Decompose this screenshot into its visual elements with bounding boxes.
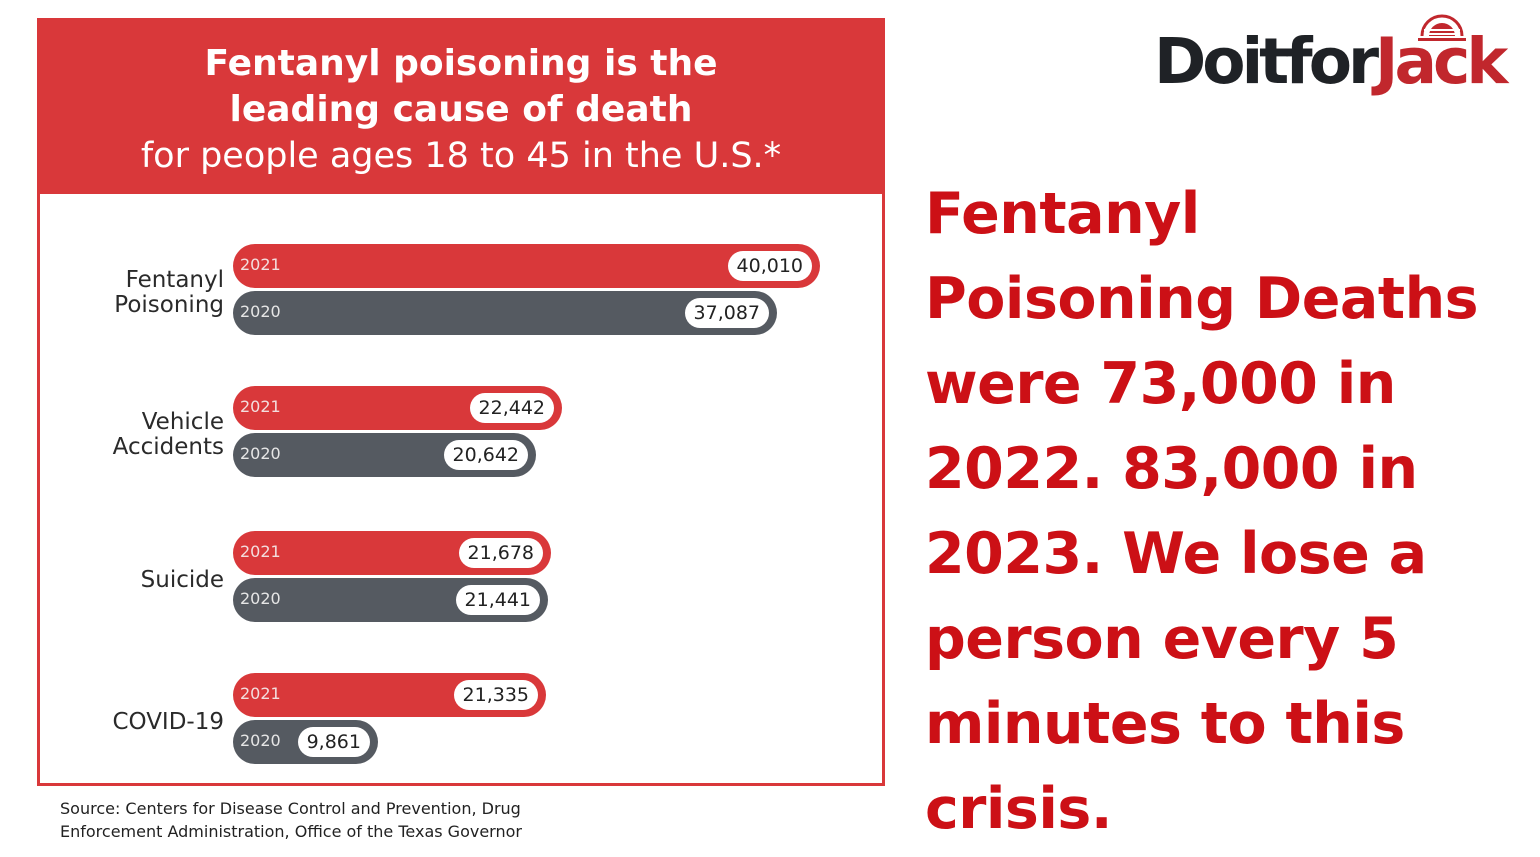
headline-text: Fentanyl Poisoning Deaths were 73,000 in… — [925, 181, 1479, 842]
bar-2021: 2021 21,335 — [233, 673, 546, 717]
bar-year-label: 2020 — [240, 302, 281, 321]
bar-year-label: 2021 — [240, 397, 281, 416]
bar-value-label: 37,087 — [684, 298, 769, 328]
bar-value-label: 21,678 — [458, 538, 543, 568]
chart-title-line1: Fentanyl poisoning is the — [204, 43, 718, 84]
bar-2020: 2020 21,441 — [233, 578, 548, 622]
category-label-line: Poisoning — [114, 292, 224, 318]
bar-year-label: 2020 — [240, 444, 281, 463]
bar-2021: 2021 22,442 — [233, 386, 562, 430]
chart-header: Fentanyl poisoning is the leading cause … — [40, 21, 882, 194]
bar-year-label: 2021 — [240, 684, 281, 703]
bar-value-label: 20,642 — [443, 440, 528, 470]
sunset-icon — [1418, 14, 1466, 41]
category-label: COVID-19 — [112, 708, 224, 735]
logo-text: DoitforJack — [1154, 25, 1508, 98]
bar-year-label: 2020 — [240, 731, 281, 750]
bar-2020: 2020 37,087 — [233, 291, 777, 335]
bar-2020: 2020 20,642 — [233, 433, 536, 477]
bar-year-label: 2021 — [240, 542, 281, 561]
doitforjack-logo: DoitforJack — [1154, 10, 1534, 100]
logo-text-doitfor: Doitfor — [1154, 25, 1379, 98]
bar-2021: 2021 40,010 — [233, 244, 820, 288]
category-label: Vehicle Accidents — [113, 410, 224, 460]
bar-year-label: 2020 — [240, 589, 281, 608]
category-label-line: Fentanyl — [125, 267, 224, 293]
bar-2021: 2021 21,678 — [233, 531, 551, 575]
category-label-line: Accidents — [112, 434, 224, 460]
category-label: Suicide — [140, 566, 224, 593]
chart-subtitle: for people ages 18 to 45 in the U.S.* — [140, 136, 782, 176]
source-line2: Enforcement Administration, Office of th… — [60, 822, 522, 841]
bar-2020: 2020 9,861 — [233, 720, 378, 764]
bar-value-label: 22,442 — [469, 393, 554, 423]
source-note: Source: Centers for Disease Control and … — [60, 797, 580, 843]
chart-title-line2: leading cause of death — [229, 89, 693, 130]
category-label-line: Suicide — [140, 566, 224, 593]
bar-value-label: 21,441 — [455, 585, 540, 615]
chart-card: Fentanyl poisoning is the leading cause … — [37, 18, 885, 786]
category-label: Fentanyl Poisoning — [114, 268, 224, 318]
source-line1: Source: Centers for Disease Control and … — [60, 799, 521, 818]
bar-value-label: 9,861 — [297, 727, 370, 757]
category-label-line: COVID-19 — [112, 708, 224, 735]
category-label-line: Vehicle — [141, 409, 224, 435]
logo-text-jack: Jack — [1375, 25, 1508, 98]
bar-value-label: 40,010 — [727, 251, 812, 281]
bar-value-label: 21,335 — [453, 680, 538, 710]
bar-year-label: 2021 — [240, 255, 281, 274]
